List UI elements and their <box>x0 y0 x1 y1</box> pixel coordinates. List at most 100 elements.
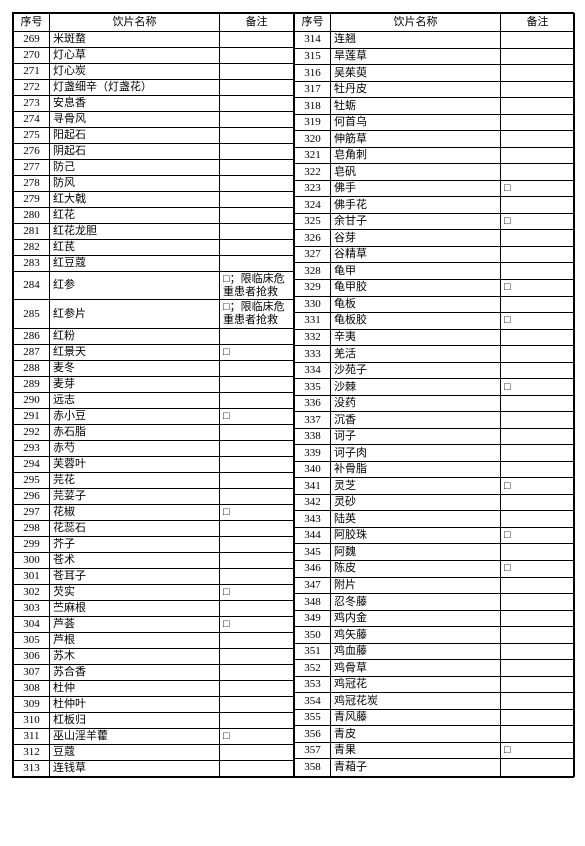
cell-name: 芦根 <box>50 632 220 648</box>
cell-note <box>501 362 575 379</box>
table-row: 316吴茱萸 <box>295 65 575 82</box>
cell-name: 吴茱萸 <box>331 65 501 82</box>
cell-idx: 353 <box>295 676 331 693</box>
cell-idx: 338 <box>295 428 331 445</box>
table-row: 291赤小豆□ <box>14 408 294 424</box>
table-row: 310杠板归 <box>14 712 294 728</box>
cell-note <box>220 32 294 48</box>
table-row: 349鸡内金 <box>295 610 575 627</box>
cell-note <box>220 160 294 176</box>
cell-idx: 275 <box>14 128 50 144</box>
cell-note <box>220 472 294 488</box>
cell-note <box>501 494 575 511</box>
cell-idx: 273 <box>14 96 50 112</box>
table-row: 326谷芽 <box>295 230 575 247</box>
cell-note <box>220 360 294 376</box>
cell-name: 苎麻根 <box>50 600 220 616</box>
table-row: 339诃子肉 <box>295 445 575 462</box>
cell-name: 陆英 <box>331 511 501 528</box>
cell-note <box>220 696 294 712</box>
table-row: 344阿胶珠□ <box>295 527 575 544</box>
cell-name: 伸筋草 <box>331 131 501 148</box>
cell-name: 杜仲叶 <box>50 696 220 712</box>
cell-note <box>501 114 575 131</box>
cell-idx: 301 <box>14 568 50 584</box>
cell-note <box>501 164 575 181</box>
cell-idx: 269 <box>14 32 50 48</box>
table-row: 336没药 <box>295 395 575 412</box>
table-row: 335沙棘□ <box>295 379 575 396</box>
cell-name: 龟甲胶 <box>331 279 501 296</box>
cell-note <box>501 445 575 462</box>
table-row: 283红豆蔻 <box>14 256 294 272</box>
table-row: 294芙蓉叶 <box>14 456 294 472</box>
table-row: 270灯心草 <box>14 48 294 64</box>
cell-name: 防己 <box>50 160 220 176</box>
cell-note <box>501 660 575 677</box>
cell-name: 忍冬藤 <box>331 594 501 611</box>
cell-idx: 278 <box>14 176 50 192</box>
col-idx: 序号 <box>295 14 331 32</box>
cell-note <box>501 577 575 594</box>
cell-note <box>501 643 575 660</box>
table-row: 330龟板 <box>295 296 575 313</box>
cell-idx: 339 <box>295 445 331 462</box>
table-row: 354鸡冠花炭 <box>295 693 575 710</box>
table-row: 282红芪 <box>14 240 294 256</box>
table-row: 357青果□ <box>295 742 575 759</box>
table-row: 322皂矾 <box>295 164 575 181</box>
cell-idx: 307 <box>14 664 50 680</box>
cell-idx: 341 <box>295 478 331 495</box>
cell-idx: 326 <box>295 230 331 247</box>
cell-note <box>220 440 294 456</box>
cell-idx: 325 <box>295 213 331 230</box>
cell-note <box>220 712 294 728</box>
table-row: 297花椒□ <box>14 504 294 520</box>
table-row: 275阳起石 <box>14 128 294 144</box>
cell-idx: 334 <box>295 362 331 379</box>
cell-name: 灯心草 <box>50 48 220 64</box>
cell-name: 牡蛎 <box>331 98 501 115</box>
cell-idx: 304 <box>14 616 50 632</box>
table-row: 337沉香 <box>295 412 575 429</box>
table-row: 277防己 <box>14 160 294 176</box>
cell-idx: 300 <box>14 552 50 568</box>
table-row: 281红花龙胆 <box>14 224 294 240</box>
cell-note <box>501 263 575 280</box>
cell-idx: 346 <box>295 561 331 578</box>
cell-idx: 281 <box>14 224 50 240</box>
table-row: 313连钱草 <box>14 760 294 776</box>
cell-note <box>501 48 575 65</box>
cell-note <box>220 64 294 80</box>
table-row: 280红花 <box>14 208 294 224</box>
table-row: 284红参□；限临床危重患者抢救 <box>14 272 294 300</box>
cell-idx: 291 <box>14 408 50 424</box>
table-row: 347附片 <box>295 577 575 594</box>
table-row: 293赤芍 <box>14 440 294 456</box>
table-row: 278防风 <box>14 176 294 192</box>
cell-name: 连钱草 <box>50 760 220 776</box>
cell-name: 龟甲 <box>331 263 501 280</box>
cell-name: 阳起石 <box>50 128 220 144</box>
cell-idx: 349 <box>295 610 331 627</box>
cell-idx: 270 <box>14 48 50 64</box>
cell-note <box>501 147 575 164</box>
table-row: 302芡实□ <box>14 584 294 600</box>
cell-idx: 286 <box>14 328 50 344</box>
table-row: 311巫山淫羊藿□ <box>14 728 294 744</box>
cell-note <box>220 176 294 192</box>
cell-note <box>501 544 575 561</box>
table-row: 289麦芽 <box>14 376 294 392</box>
cell-idx: 303 <box>14 600 50 616</box>
cell-idx: 316 <box>295 65 331 82</box>
cell-note <box>501 428 575 445</box>
cell-name: 芦荟 <box>50 616 220 632</box>
cell-idx: 302 <box>14 584 50 600</box>
cell-name: 安息香 <box>50 96 220 112</box>
cell-idx: 331 <box>295 313 331 330</box>
table-row: 299芥子 <box>14 536 294 552</box>
cell-idx: 344 <box>295 527 331 544</box>
cell-note <box>501 346 575 363</box>
cell-name: 寻骨风 <box>50 112 220 128</box>
cell-name: 红参片 <box>50 300 220 328</box>
